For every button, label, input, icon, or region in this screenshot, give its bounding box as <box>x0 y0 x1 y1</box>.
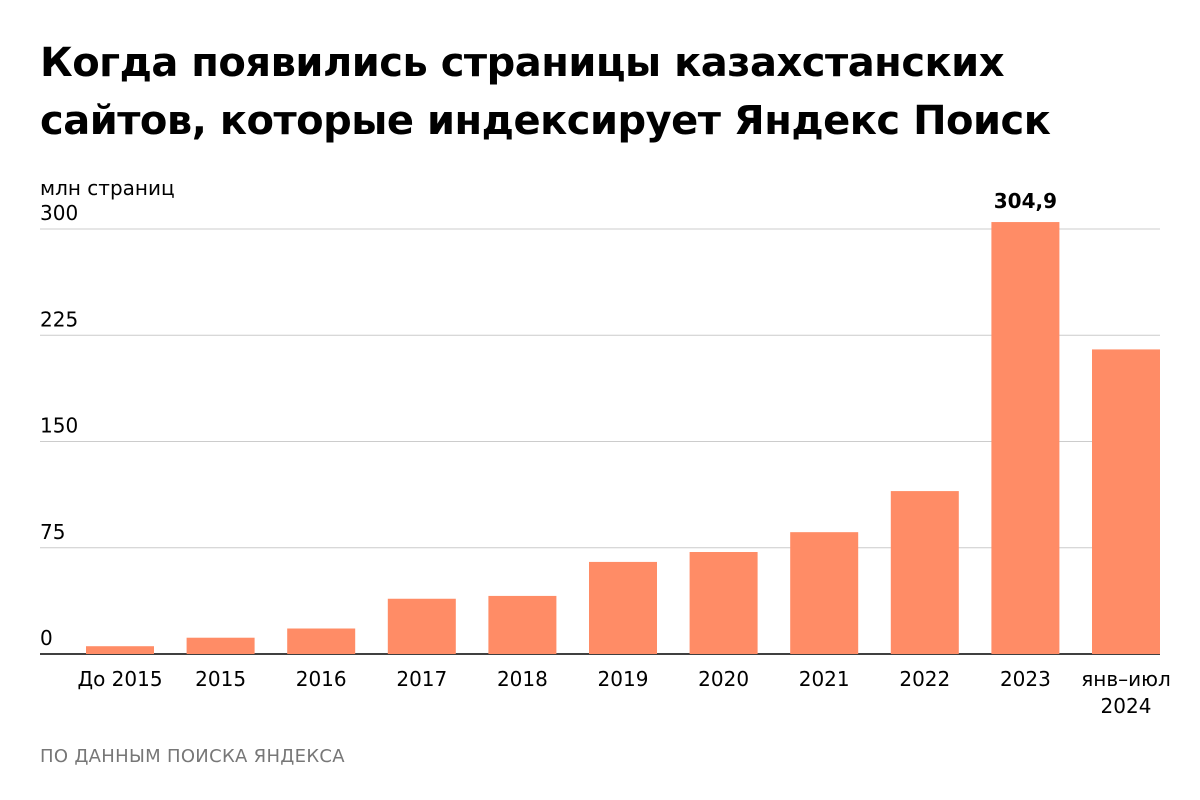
bar <box>790 532 859 654</box>
x-tick-label: янв–июл <box>1081 667 1171 691</box>
bar <box>287 628 356 654</box>
x-tick-label: 2024 <box>1101 694 1152 718</box>
x-tick-label: 2018 <box>497 667 548 691</box>
x-tick-label: 2020 <box>698 667 749 691</box>
y-tick-label: 150 <box>40 414 78 438</box>
x-tick-label: 2019 <box>598 667 649 691</box>
x-tick-label: 2017 <box>396 667 447 691</box>
chart-title-line-1: Когда появились страницы казахстанских <box>40 40 1005 86</box>
x-tick-label: 2022 <box>899 667 950 691</box>
y-tick-label: 0 <box>40 626 53 650</box>
source-note: ПО ДАННЫМ ПОИСКА ЯНДЕКСА <box>40 746 345 767</box>
bar <box>1092 349 1160 654</box>
x-tick-label: 2021 <box>799 667 850 691</box>
bars <box>86 222 1160 654</box>
bar <box>488 595 557 654</box>
x-tick-label: 2023 <box>1000 667 1051 691</box>
labels: 0 75 150 225 300 До 2015 2015 2016 2017 2018 2019 2… <box>40 189 1171 718</box>
x-tick-label: До 2015 <box>77 667 162 691</box>
y-axis-label: млн страниц <box>40 176 175 200</box>
bar <box>890 491 959 654</box>
bar <box>186 637 255 654</box>
y-tick-label: 75 <box>40 520 65 544</box>
bar <box>589 561 657 654</box>
chart-title-line-2: сайтов, которые индексирует Яндекс Поиск <box>40 98 1051 144</box>
x-tick-label: 2016 <box>296 667 347 691</box>
chart-title: Когда появились страницы казахстанских с… <box>40 34 1170 150</box>
bar <box>689 552 758 654</box>
y-tick-label: 300 <box>40 201 78 225</box>
x-tick-label: 2015 <box>195 667 246 691</box>
y-tick-label: 225 <box>40 307 78 331</box>
bar <box>991 222 1060 654</box>
data-label: 304,9 <box>994 189 1057 213</box>
bar <box>86 646 154 654</box>
bar <box>387 598 456 654</box>
